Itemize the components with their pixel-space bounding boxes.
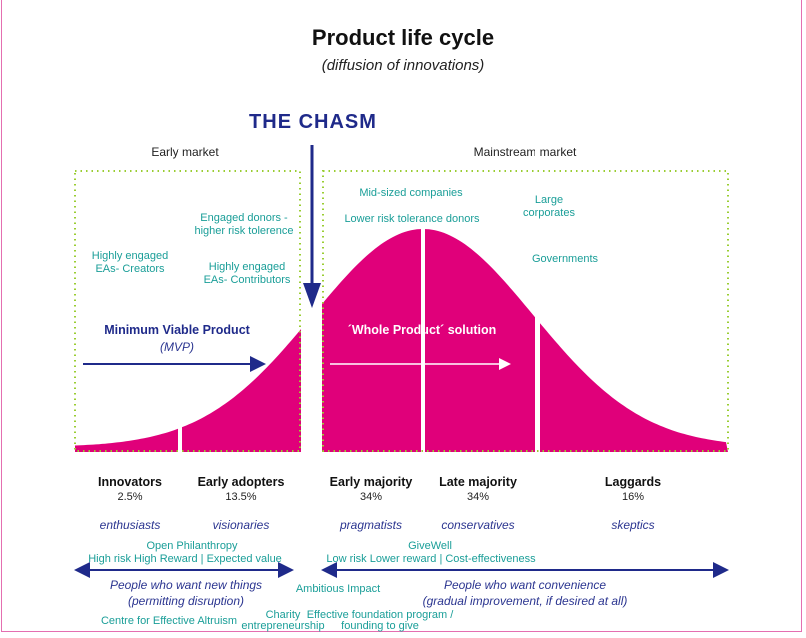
centre-for-effective-altruism: Centre for Effective Altruism (101, 615, 237, 627)
segment-type: enthusiasts (100, 518, 161, 532)
page-title: Product life cycle (312, 25, 494, 50)
note-mid-sized: Mid-sized companies (359, 187, 463, 199)
segment-share: 2.5% (117, 491, 142, 503)
bell-curve (75, 229, 728, 452)
segment-name: Innovators (98, 475, 162, 489)
note-creators-1: Highly engaged (92, 250, 168, 262)
note-governments: Governments (532, 253, 599, 265)
right-people-1: People who want convenience (444, 578, 606, 592)
left-people-1: People who want new things (110, 578, 262, 592)
mvp-abbr: (MVP) (160, 340, 194, 354)
right-people-2: (gradual improvement, if desired at all) (423, 594, 628, 608)
mainstream-market-box (322, 170, 729, 452)
open-philanthropy-approach: High risk High Reward | Expected value (88, 553, 282, 565)
segment-early-majority: Early majority 34% pragmatists (330, 475, 413, 532)
divider-innovators (178, 150, 182, 454)
segment-type: conservatives (441, 518, 514, 532)
left-people-2: (permitting disruption) (128, 594, 244, 608)
segment-early-adopters: Early adopters 13.5% visionaries (198, 475, 285, 532)
segment-type: pragmatists (339, 518, 402, 532)
mainstream-market-label: Mainstream market (474, 145, 577, 159)
charity-entrepreneurship-1: Charity (266, 609, 301, 621)
whole-product-label: ´Whole Product´ solution (348, 323, 497, 337)
subtitle: (diffusion of innovations) (322, 57, 485, 74)
mvp-title: Minimum Viable Product (104, 323, 250, 337)
early-market-label: Early market (151, 145, 219, 159)
note-contributors-1: Highly engaged (209, 261, 285, 273)
open-philanthropy: Open Philanthropy (146, 540, 238, 552)
note-large-1: Large (535, 194, 563, 206)
note-lower-risk: Lower risk tolerance donors (344, 213, 480, 225)
early-market-box (74, 170, 301, 452)
segment-name: Late majority (439, 475, 517, 489)
givewell: GiveWell (408, 540, 452, 552)
segment-innovators: Innovators 2.5% enthusiasts (98, 475, 162, 532)
ambitious-impact: Ambitious Impact (296, 583, 380, 595)
charity-entrepreneurship-2: entrepreneurship (241, 620, 324, 632)
note-large-2: corporates (523, 207, 575, 219)
effective-foundation-2: founding to give (341, 620, 419, 632)
note-contributors-2: EAs- Contributors (204, 274, 291, 286)
segment-laggards: Laggards 16% skeptics (605, 475, 661, 532)
note-creators-2: EAs- Creators (95, 263, 165, 275)
givewell-approach: Low risk Lower reward | Cost-effectivene… (326, 553, 536, 565)
chasm-arrow-head-icon (303, 283, 321, 308)
divider-laggards (535, 150, 540, 454)
segment-type: visionaries (213, 518, 270, 532)
segment-share: 34% (467, 491, 489, 503)
segment-late-majority: Late majority 34% conservatives (439, 475, 517, 532)
segment-share: 16% (622, 491, 644, 503)
segment-share: 13.5% (225, 491, 256, 503)
segment-name: Early adopters (198, 475, 285, 489)
note-engaged-donors-1: Engaged donors - (200, 212, 288, 224)
note-engaged-donors-2: higher risk tolerence (194, 225, 293, 237)
segment-share: 34% (360, 491, 382, 503)
segment-name: Early majority (330, 475, 413, 489)
divider-majority (421, 150, 425, 454)
segment-name: Laggards (605, 475, 661, 489)
segment-type: skeptics (611, 518, 654, 532)
chasm-label: THE CHASM (249, 111, 377, 133)
effective-foundation-1: Effective foundation program / (307, 609, 454, 621)
